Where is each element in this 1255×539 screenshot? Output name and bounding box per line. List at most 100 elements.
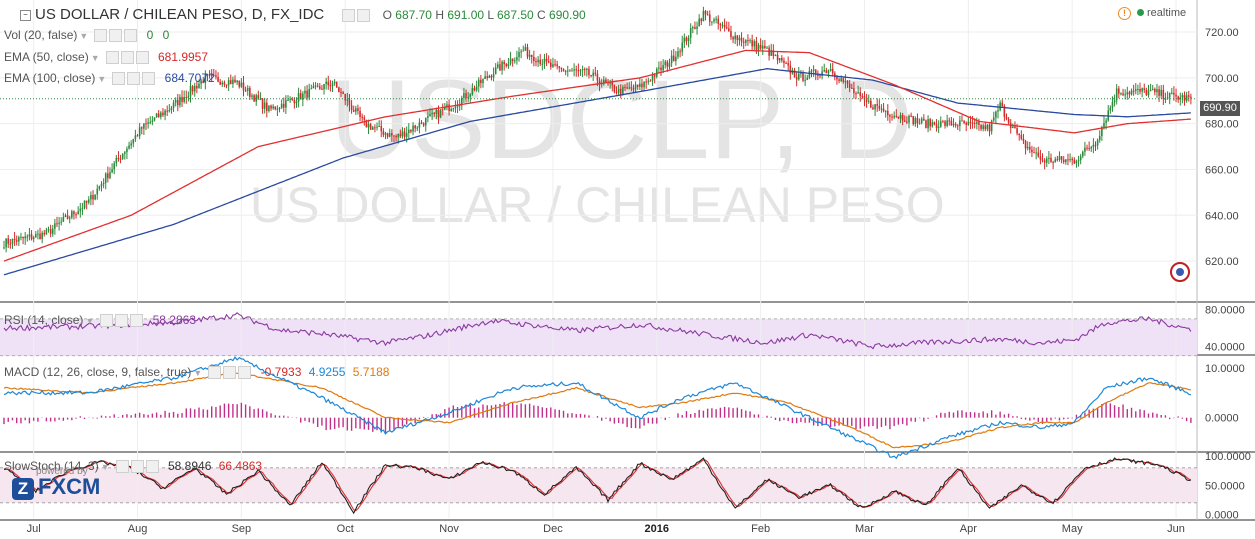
fxcm-logo[interactable]: Z FXCM xyxy=(12,474,100,500)
chevron-down-icon[interactable]: ▼ xyxy=(90,52,100,63)
macd-line-value: 4.9255 xyxy=(308,365,346,379)
settings-icon[interactable] xyxy=(120,51,134,65)
settings-icon[interactable] xyxy=(130,460,144,474)
eye-icon[interactable] xyxy=(208,366,222,380)
candle-body xyxy=(408,129,410,134)
rsi-pane[interactable] xyxy=(0,312,1197,357)
pane-backgrounds xyxy=(0,0,1255,521)
candle-body xyxy=(696,26,698,29)
settings-icon[interactable] xyxy=(115,314,129,328)
candle-body xyxy=(1014,126,1016,129)
candle-body xyxy=(666,61,669,67)
candle-body xyxy=(318,86,321,89)
candle-body xyxy=(556,64,558,67)
candle-body xyxy=(382,131,385,135)
y-tick-label: 660.00 xyxy=(1205,164,1239,176)
stoch-label: SlowStoch (14, 3) xyxy=(4,459,99,473)
close-icon[interactable] xyxy=(142,72,156,86)
collapse-icon[interactable]: − xyxy=(20,9,31,21)
candle-body xyxy=(20,236,22,238)
settings-icon[interactable] xyxy=(342,8,356,22)
candle-body xyxy=(1050,157,1052,163)
close-icon[interactable] xyxy=(124,29,138,43)
candle-body xyxy=(579,70,582,72)
legend-stoch[interactable]: SlowStoch (14, 3) ▼ 58.8946 66.4863 xyxy=(4,459,262,474)
candle-body xyxy=(685,37,688,42)
candle-body xyxy=(469,94,472,97)
candle-body xyxy=(643,81,645,88)
y-tick-label: 0.0000 xyxy=(1205,413,1239,425)
close-icon[interactable] xyxy=(145,460,159,474)
chevron-down-icon[interactable]: ▼ xyxy=(100,461,110,472)
close-icon[interactable] xyxy=(357,8,371,22)
eye-icon[interactable] xyxy=(112,72,126,86)
candle-body xyxy=(558,66,561,68)
settings-icon[interactable] xyxy=(127,72,141,86)
candle-body xyxy=(229,80,232,84)
candle-body xyxy=(736,35,739,41)
candle-body xyxy=(503,61,505,65)
candle-body xyxy=(967,121,970,125)
candle-body xyxy=(942,121,944,123)
candle-body xyxy=(109,172,111,179)
candle-body xyxy=(575,69,578,71)
candle-body xyxy=(1120,93,1122,95)
settings-icon[interactable] xyxy=(109,29,123,43)
candle-body xyxy=(562,68,565,72)
candle-body xyxy=(179,96,181,106)
candle-body xyxy=(588,68,590,76)
chevron-down-icon[interactable]: ▼ xyxy=(193,367,203,378)
candle-body xyxy=(702,10,705,22)
candle-body xyxy=(594,72,597,74)
settings-icon[interactable] xyxy=(223,366,237,380)
candle-body xyxy=(452,108,455,110)
legend-rsi[interactable]: RSI (14, close) ▼ 58.2863 xyxy=(4,313,196,328)
eye-icon[interactable] xyxy=(115,460,129,474)
chevron-down-icon[interactable]: ▼ xyxy=(79,30,89,41)
stoch-pane[interactable] xyxy=(0,457,1197,515)
eye-icon[interactable] xyxy=(105,51,119,65)
chevron-down-icon[interactable]: ▼ xyxy=(97,73,107,84)
axes: Jul Aug Sep Oct Nov Dec 2016 Feb Mar Apr May Jun 620… xyxy=(27,27,1251,535)
eye-icon[interactable] xyxy=(100,314,114,328)
stoch-d-line xyxy=(3,458,1192,512)
candle-body xyxy=(460,97,463,106)
candle-body xyxy=(266,102,268,111)
candle-body xyxy=(651,75,654,81)
legend-macd[interactable]: MACD (12, 26, close, 9, false, true) ▼ -0… xyxy=(4,365,389,380)
x-tick-label: Dec xyxy=(543,523,563,535)
x-tick-label: 2016 xyxy=(645,523,669,535)
candle-body xyxy=(645,81,647,83)
candle-body xyxy=(15,240,18,242)
price-pane[interactable] xyxy=(0,6,1197,282)
candle-body xyxy=(829,68,832,71)
close-icon[interactable] xyxy=(130,314,144,328)
candle-body xyxy=(857,92,859,94)
chevron-down-icon[interactable]: ▼ xyxy=(85,315,95,326)
macd-pane[interactable] xyxy=(3,356,1192,460)
candle-body xyxy=(916,118,919,123)
candle-body xyxy=(13,238,16,241)
legend-vol[interactable]: Vol (20, false) ▼ 0 0 xyxy=(4,28,169,43)
close-icon[interactable] xyxy=(238,366,252,380)
legend-ema100[interactable]: EMA (100, close) ▼ 684.7072 xyxy=(4,71,215,86)
candle-body xyxy=(776,54,779,61)
candle-body xyxy=(62,216,65,222)
candle-body xyxy=(202,80,205,84)
candle-body xyxy=(183,97,185,102)
candle-body xyxy=(634,84,637,89)
candle-body xyxy=(755,41,758,50)
eye-icon[interactable] xyxy=(94,29,108,43)
candle-body xyxy=(1173,92,1175,95)
candle-body xyxy=(624,86,626,88)
close-icon[interactable] xyxy=(135,51,149,65)
candle-body xyxy=(113,163,116,170)
candle-body xyxy=(615,91,618,93)
candle-body xyxy=(882,108,885,111)
candle-body xyxy=(124,152,126,154)
candle-body xyxy=(586,68,588,70)
candle-body xyxy=(846,80,849,84)
warning-icon[interactable]: ! xyxy=(1118,7,1131,20)
legend-ema50[interactable]: EMA (50, close) ▼ 681.9957 xyxy=(4,50,208,65)
